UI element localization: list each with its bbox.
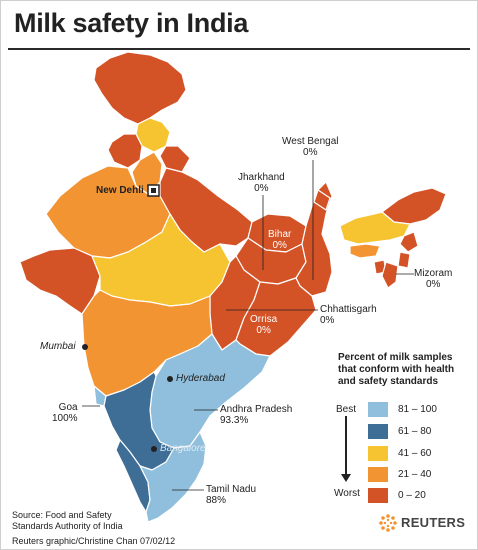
- mumbai-dot: [82, 344, 88, 350]
- legend-title: Percent of milk samples that conform wit…: [338, 352, 455, 387]
- chhattisgarh-value: 0%: [320, 315, 335, 326]
- city-label-new-delhi: New Dehli: [96, 185, 144, 196]
- legend-arrowhead: [341, 474, 351, 482]
- region-west-bengal: [295, 181, 333, 297]
- region-nagaland: [399, 231, 419, 253]
- region-orrisa: [235, 277, 317, 357]
- legend-swatch-21-40: [368, 467, 388, 482]
- region-assam: [339, 211, 411, 245]
- hyderabad-dot: [167, 376, 173, 382]
- source-line-2: Standards Authority of India: [12, 521, 123, 531]
- city-label-mumbai: Mumbai: [40, 341, 76, 352]
- label-mizoram: Mizoram 0%: [414, 268, 452, 290]
- label-chhattisgarh: Chhattisgarh 0%: [320, 304, 377, 326]
- title-rule: [8, 48, 470, 50]
- page-title: Milk safety in India: [14, 8, 249, 38]
- source-note: Source: Food and Safety Standards Author…: [12, 510, 123, 532]
- new-delhi-marker-inner: [151, 188, 156, 193]
- region-arunachal: [381, 187, 447, 225]
- legend-swatch-0-20: [368, 488, 388, 503]
- label-west-bengal: West Bengal 0%: [282, 136, 339, 158]
- andhra-pradesh-name: Andhra Pradesh: [220, 404, 293, 415]
- goa-value: 100%: [52, 413, 78, 424]
- city-label-bangalore: Bangalore: [160, 443, 206, 454]
- reuters-brand: REUTERS: [378, 513, 473, 533]
- legend-label: 61 – 80: [398, 426, 432, 437]
- legend-swatch-61-80: [368, 424, 388, 439]
- city-label-hyderabad: Hyderabad: [176, 373, 225, 384]
- legend-label: 81 – 100: [398, 404, 437, 415]
- mizoram-value: 0%: [425, 279, 441, 290]
- reuters-logo-icon: [379, 514, 397, 532]
- legend-swatch-41-60: [368, 446, 388, 461]
- jharkhand-value: 0%: [254, 183, 269, 194]
- label-tamil-nadu: Tamil Nadu 88%: [206, 484, 256, 506]
- legend-label: 41 – 60: [398, 448, 432, 459]
- west-bengal-value: 0%: [303, 147, 318, 158]
- legend-label: 21 – 40: [398, 469, 432, 480]
- goa-name: Goa: [58, 402, 78, 413]
- orrisa-name: Orrisa: [250, 314, 278, 325]
- region-manipur: [397, 251, 411, 269]
- region-meghalaya: [349, 243, 381, 259]
- legend-best-label: Best: [336, 404, 357, 415]
- legend-label: 0 – 20: [398, 490, 426, 501]
- legend-worst-label: Worst: [334, 488, 360, 499]
- region-jammu-kashmir: [93, 51, 187, 125]
- orrisa-value: 0%: [256, 325, 271, 336]
- tamil-nadu-name: Tamil Nadu: [206, 484, 257, 495]
- region-tamil-nadu: [139, 431, 207, 523]
- label-orrisa: Orrisa 0%: [250, 314, 277, 336]
- region-punjab: [107, 133, 143, 169]
- label-bihar: Bihar 0%: [268, 229, 291, 251]
- label-jharkhand: Jharkhand 0%: [238, 172, 285, 194]
- region-sikkim: [313, 189, 331, 211]
- andhra-pradesh-value: 93.3%: [220, 415, 249, 426]
- legend-arrow: [345, 416, 347, 478]
- tamil-nadu-value: 88%: [206, 495, 227, 506]
- legend-swatch-81-100: [368, 402, 388, 417]
- region-mizoram: [381, 261, 399, 289]
- region-uttarakhand: [159, 145, 191, 173]
- credit-line: Reuters graphic/Christine Chan 07/02/12: [12, 536, 176, 546]
- reuters-wordmark: REUTERS: [401, 515, 466, 530]
- bihar-value: 0%: [272, 240, 287, 251]
- jharkhand-name: Jharkhand: [238, 172, 285, 183]
- source-line-1: Source: Food and Safety: [12, 510, 112, 520]
- label-andhra-pradesh: Andhra Pradesh 93.3%: [220, 404, 292, 426]
- bangalore-dot: [151, 446, 157, 452]
- west-bengal-name: West Bengal: [282, 136, 339, 147]
- mizoram-name: Mizoram: [414, 268, 453, 279]
- bihar-name: Bihar: [268, 229, 292, 240]
- label-goa: Goa 100%: [52, 402, 78, 424]
- chhattisgarh-name: Chhattisgarh: [320, 304, 377, 315]
